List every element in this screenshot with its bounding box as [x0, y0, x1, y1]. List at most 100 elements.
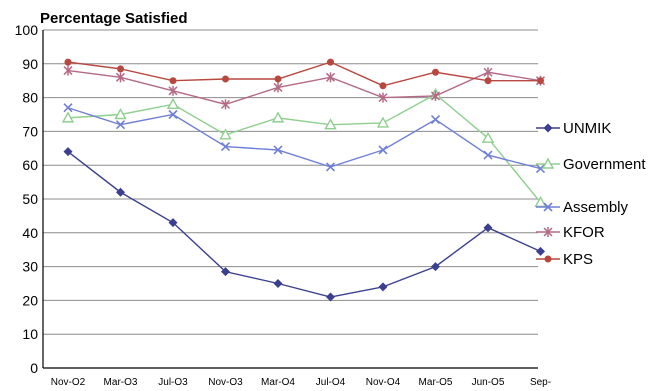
legend-marker: [543, 123, 553, 133]
series-kps: [64, 58, 544, 90]
data-point: [325, 72, 336, 83]
chart-title: Percentage Satisfied: [40, 10, 188, 27]
x-axis-ticks: Nov-O2 Mar-O3 Jul-O3 Nov-O3 Mar-O4 Jul-O4 Nov-…: [51, 377, 551, 388]
series-assembly: [63, 103, 546, 174]
legend-label: KPS: [563, 251, 593, 268]
data-point: [378, 145, 388, 155]
legend-label: Government: [563, 156, 646, 173]
x-tick-label: Jul-O4: [316, 377, 346, 388]
data-point: [326, 292, 335, 302]
data-point: [481, 131, 495, 143]
x-tick-label: Nov-O3: [208, 377, 243, 388]
data-point: [168, 109, 178, 120]
data-point: [535, 164, 546, 174]
data-point: [168, 85, 178, 96]
data-point: [64, 58, 72, 66]
data-point: [483, 150, 493, 160]
x-tick-label: Jul-O3: [158, 377, 188, 388]
x-tick-label: Nov-O2: [51, 377, 86, 388]
x-tick-label: Nov-O4: [366, 377, 401, 388]
y-tick-label: 10: [22, 326, 38, 342]
data-point: [114, 108, 127, 120]
legend-item-assembly: Assembly: [536, 199, 629, 216]
data-point: [430, 115, 441, 125]
legend-item-kfor: KFOR: [536, 224, 605, 241]
series-line: [67, 107, 541, 170]
x-tick-label: Mar-O3: [104, 377, 138, 388]
data-point: [378, 282, 388, 292]
data-point: [115, 72, 126, 83]
legend-item-kps: KPS: [536, 251, 593, 268]
legend-item-government: Government: [536, 156, 646, 173]
legend-item-unmik: UNMIK: [536, 120, 611, 137]
series-group: [61, 58, 547, 302]
y-tick-label: 20: [22, 292, 38, 308]
data-point: [61, 111, 75, 123]
legend-marker: [543, 202, 553, 212]
y-tick-label: 0: [30, 360, 38, 376]
data-point: [324, 118, 337, 130]
y-axis-ticks: 0 10 20 30 40 50 60 70 80 90 100: [15, 22, 39, 376]
data-point: [63, 103, 73, 113]
data-point: [273, 279, 283, 288]
gridlines: [42, 29, 538, 369]
series-unmik: [63, 147, 545, 302]
series-line: [67, 151, 541, 298]
data-point: [273, 82, 283, 93]
legend-label: Assembly: [563, 199, 629, 216]
data-point: [378, 92, 388, 103]
legend-marker: [543, 227, 553, 237]
x-tick-label: Sep-: [530, 377, 551, 388]
data-point: [168, 218, 178, 228]
y-tick-label: 40: [22, 225, 38, 241]
data-point: [431, 262, 440, 272]
data-point: [166, 97, 180, 110]
legend-marker: [544, 255, 552, 263]
data-point: [430, 90, 441, 101]
data-point: [220, 142, 231, 152]
data-point: [325, 162, 336, 172]
y-tick-label: 60: [22, 157, 38, 173]
data-point: [483, 223, 493, 233]
x-tick-label: Mar-O5: [419, 377, 453, 388]
data-point: [169, 77, 177, 85]
y-tick-label: 30: [22, 259, 38, 275]
data-point: [271, 111, 285, 123]
data-point: [537, 77, 544, 85]
data-point: [222, 75, 229, 83]
data-point: [63, 65, 73, 76]
legend-marker: [541, 157, 555, 169]
y-tick-label: 50: [22, 191, 38, 207]
data-point: [536, 246, 545, 256]
series-kfor: [63, 65, 546, 110]
legend-label: UNMIK: [563, 120, 611, 137]
data-point: [220, 99, 231, 110]
data-point: [484, 77, 492, 85]
y-tick-label: 80: [22, 90, 38, 106]
legend: UNMIK Government Assembly KFOR KPS: [536, 120, 646, 268]
x-tick-label: Mar-O4: [261, 377, 295, 388]
y-tick-label: 90: [22, 56, 38, 72]
legend-label: KFOR: [563, 224, 605, 241]
data-point: [219, 128, 232, 140]
series-line: [67, 61, 541, 87]
data-point: [273, 145, 283, 155]
data-point: [117, 65, 124, 73]
y-tick-label: 70: [22, 123, 38, 139]
data-point: [379, 82, 387, 90]
data-point: [274, 75, 282, 83]
data-point: [116, 187, 125, 197]
x-tick-label: Jun-O5: [472, 377, 505, 388]
data-point: [63, 147, 73, 157]
y-tick-label: 100: [15, 22, 39, 38]
data-point: [483, 67, 493, 78]
data-point: [376, 116, 390, 128]
series-government: [61, 87, 547, 208]
data-point: [327, 58, 334, 66]
data-point: [432, 68, 439, 76]
data-point: [115, 120, 126, 130]
series-line: [67, 69, 541, 106]
data-point: [221, 267, 230, 277]
series-line: [67, 93, 542, 203]
